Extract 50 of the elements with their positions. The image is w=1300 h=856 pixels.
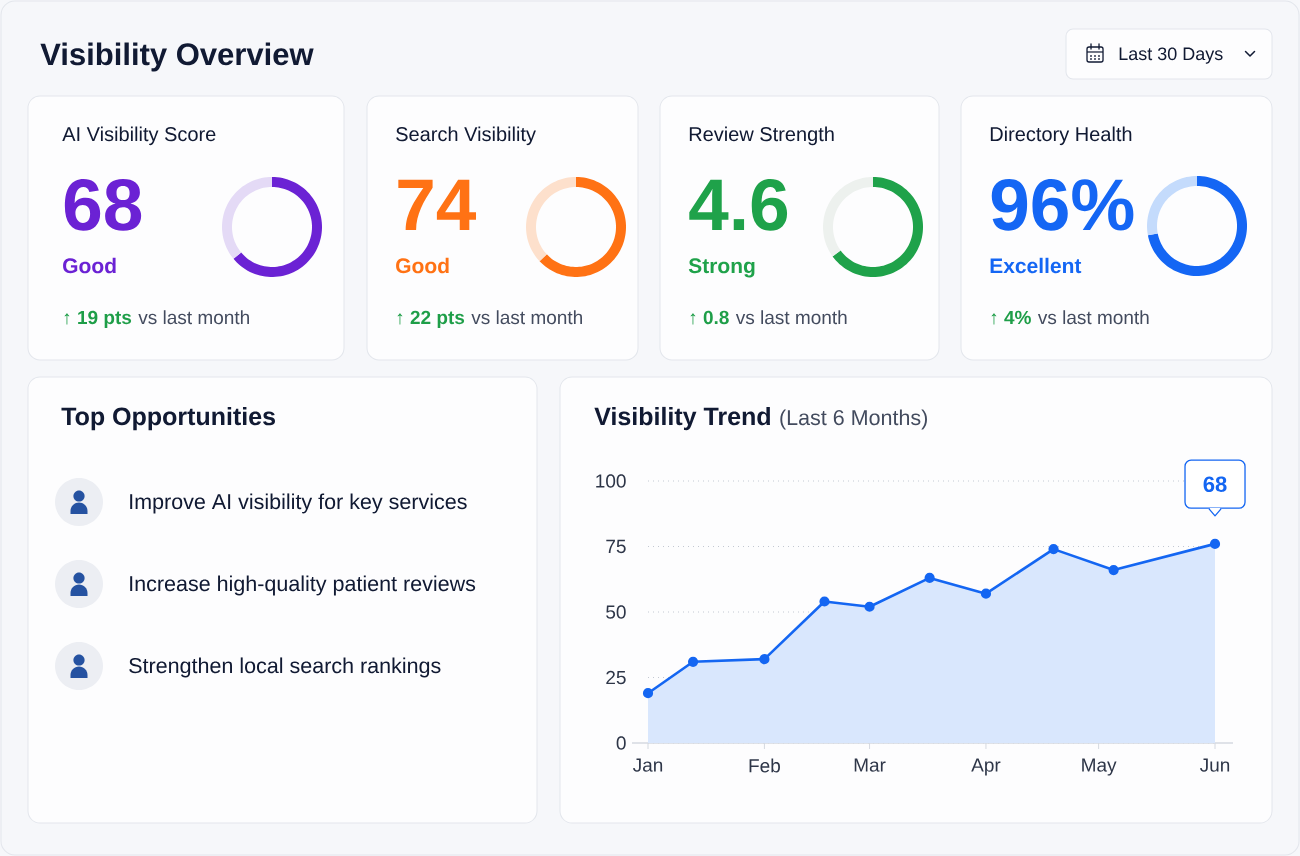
point — [864, 601, 875, 612]
chart-title: Review Strength — [689, 126, 834, 146]
y-tick-label: 75 — [606, 539, 626, 554]
x-tick-label: Apr — [971, 758, 1001, 776]
text: vs last month — [1037, 310, 1149, 325]
text: ↑ 4% — [991, 310, 1031, 325]
x-tick-label: Jun — [1200, 758, 1230, 772]
x-tick-label: Jan — [632, 758, 663, 772]
chart-title: AI Visibility Score — [62, 126, 216, 146]
text: ↑ 0.8 — [690, 310, 729, 325]
chart-title: Visibility Trend — [594, 406, 770, 431]
text: ↑ 22 pts — [397, 310, 465, 328]
text: vs last month — [471, 310, 582, 325]
y-tick-label: 0 — [616, 736, 626, 750]
text: Increase high-quality patient reviews — [130, 575, 476, 596]
point — [924, 572, 935, 584]
annotation: 68 — [1203, 476, 1227, 493]
text: Good — [396, 257, 449, 274]
point — [687, 656, 699, 667]
text: Improve AI visibility for key services — [130, 493, 467, 514]
chart-subtitle: (Last 6 Months) — [780, 409, 927, 430]
chart-title: Search Visibility — [396, 126, 536, 146]
text: 4.6 — [689, 179, 788, 231]
point — [759, 654, 770, 665]
text: vs last month — [138, 310, 249, 325]
text: Visibility Overview — [40, 42, 314, 72]
text: 96% — [991, 179, 1134, 231]
point — [1108, 564, 1119, 576]
y-tick-label: 100 — [596, 474, 626, 488]
text: 68 — [64, 179, 142, 231]
text: Strong — [688, 258, 755, 278]
text: Strengthen local search rankings — [129, 657, 441, 678]
chart-title: Directory Health — [990, 126, 1132, 146]
text: Good — [63, 257, 116, 274]
text: Top Opportunities — [61, 406, 275, 431]
point — [980, 588, 992, 599]
text: 74 — [398, 179, 477, 230]
text: vs last month — [735, 310, 847, 325]
point — [1048, 544, 1059, 555]
point — [819, 596, 830, 607]
point — [1209, 538, 1221, 549]
y-tick-label: 25 — [606, 670, 626, 685]
text: Last 30 Days — [1119, 47, 1223, 64]
x-tick-label: Mar — [854, 758, 886, 772]
x-tick-label: Feb — [749, 758, 780, 773]
text: Excellent — [990, 257, 1082, 274]
x-tick-label: May — [1082, 758, 1117, 776]
point — [642, 688, 654, 699]
y-tick-label: 50 — [606, 605, 626, 619]
text: ↑ 19 pts — [64, 310, 132, 328]
